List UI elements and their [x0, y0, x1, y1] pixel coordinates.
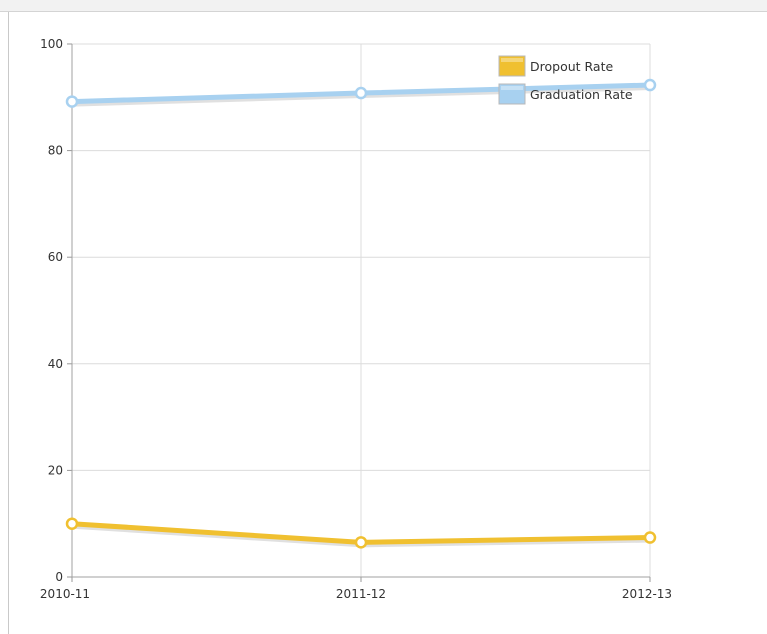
- x-tick-label: 2011-12: [336, 587, 386, 601]
- y-tick-label: 60: [48, 250, 63, 264]
- legend-label: Graduation Rate: [530, 87, 633, 102]
- data-point-dropout-rate[interactable]: [354, 536, 368, 549]
- y-axis-tick-labels: 0 20 40 60 80 100: [40, 37, 63, 584]
- data-point-dropout-rate[interactable]: [643, 531, 657, 544]
- legend-label: Dropout Rate: [530, 59, 613, 74]
- data-point-dropout-rate[interactable]: [65, 517, 79, 530]
- legend-item-graduation-rate[interactable]: Graduation Rate: [498, 83, 633, 105]
- legend-swatch-gloss: [501, 86, 523, 90]
- panel-left-border: [8, 12, 9, 634]
- y-tick-label: 100: [40, 37, 63, 51]
- data-point-graduation-rate[interactable]: [354, 86, 368, 100]
- legend-swatch: [498, 55, 526, 77]
- legend-item-dropout-rate[interactable]: Dropout Rate: [498, 55, 613, 77]
- series-dropout-rate: [65, 517, 657, 549]
- y-tick-label: 20: [48, 463, 63, 477]
- data-point-graduation-rate[interactable]: [643, 78, 657, 92]
- series-lines: [65, 78, 657, 549]
- data-point-graduation-rate[interactable]: [65, 95, 79, 108]
- y-tick-label: 0: [55, 570, 63, 584]
- y-tick-label: 40: [48, 357, 63, 371]
- series-graduation-rate: [65, 78, 657, 108]
- axes: [67, 43, 651, 582]
- x-tick-label: 2012-13: [622, 587, 672, 601]
- legend: Dropout Rate Graduation Rate: [498, 55, 633, 105]
- legend-swatch: [498, 83, 526, 105]
- legend-swatch-gloss: [501, 58, 523, 62]
- window-top-bar: [0, 0, 767, 12]
- grid-lines: [71, 43, 651, 578]
- y-tick-label: 80: [48, 144, 63, 158]
- x-axis-tick-labels: 2010-11 2011-12 2012-13: [40, 587, 672, 601]
- x-tick-label: 2010-11: [40, 587, 90, 601]
